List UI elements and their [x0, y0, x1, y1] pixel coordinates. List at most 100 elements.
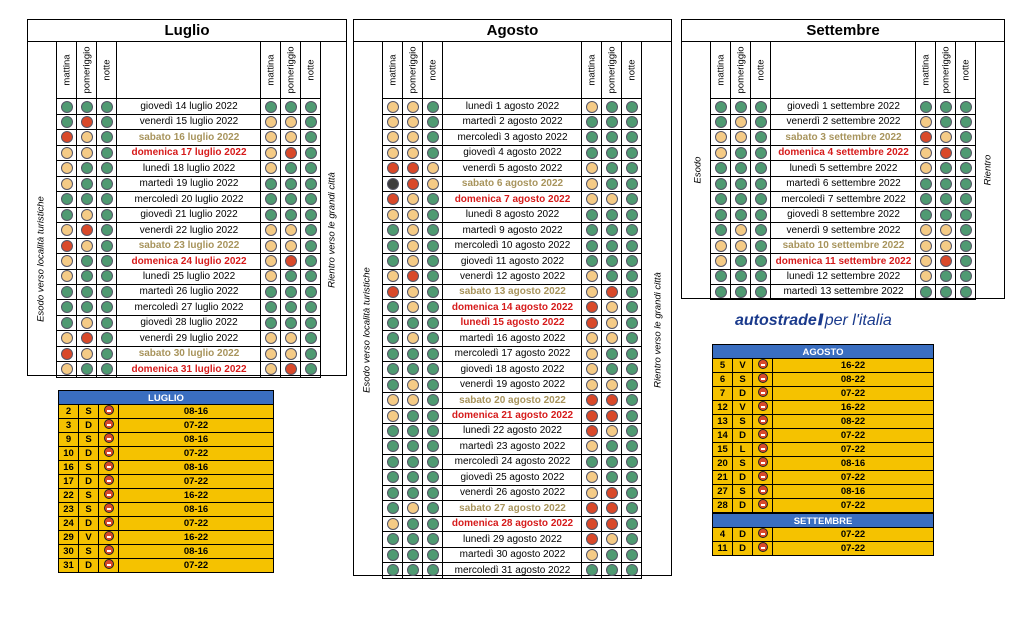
traffic-level-dot: [387, 455, 399, 468]
traffic-level-dot: [715, 146, 727, 159]
traffic-level-dot: [960, 162, 972, 175]
luglio-day-row: martedì 19 luglio 2022: [56, 176, 321, 193]
luglio-level-cell: [77, 268, 97, 284]
traffic-level-dot: [407, 486, 419, 499]
settembre-panel: Settembre Esodo Rientro: [681, 19, 1005, 299]
settembre-level-cell: [731, 145, 751, 161]
settembre-level-cell: [956, 238, 976, 254]
agosto-date-cell: sabato 20 agosto 2022: [443, 392, 582, 408]
traffic-level-dot: [61, 224, 73, 237]
traffic-level-dot: [586, 394, 598, 407]
ban-sign-cell: [753, 429, 773, 442]
agosto-day-row: venerdì 19 agosto 2022: [382, 377, 642, 394]
traffic-level-dot: [735, 224, 747, 237]
traffic-level-dot: [387, 131, 399, 144]
settembre-level-cell: [936, 160, 956, 176]
traffic-level-dot: [960, 115, 972, 128]
settembre-level-cell: [731, 99, 751, 114]
traffic-level-dot: [407, 533, 419, 546]
traffic-level-dot: [427, 502, 439, 515]
traffic-level-dot: [626, 316, 638, 329]
luglio-level-cell: [261, 238, 281, 254]
traffic-level-dot: [586, 100, 598, 113]
luglio-level-cell: [281, 191, 301, 207]
settembre-level-cell: [731, 207, 751, 223]
settembre-date-text: martedì 6 settembre 2022: [786, 178, 901, 190]
agosto-level-cell: [423, 238, 443, 254]
traffic-level-dot: [407, 564, 419, 576]
agosto-day-row: sabato 20 agosto 2022: [382, 392, 642, 409]
traffic-level-dot: [735, 131, 747, 144]
agosto-level-cell: [423, 330, 443, 346]
traffic-level-dot: [61, 115, 73, 128]
traffic-level-dot: [305, 239, 317, 252]
ban-weekday: D: [733, 429, 753, 442]
settembre-date-text: sabato 10 settembre 2022: [782, 240, 905, 252]
luglio-level-cell: [281, 284, 301, 300]
luglio-date-text: giovedì 21 luglio 2022: [140, 209, 238, 221]
ban-day-number: 14: [713, 429, 733, 442]
luglio-level-cell: [281, 114, 301, 130]
ban-sign-cell: [753, 415, 773, 428]
ban-sign-cell: [753, 485, 773, 498]
traffic-level-dot: [940, 131, 952, 144]
settembre-day-row: domenica 4 settembre 2022: [710, 145, 976, 162]
agosto-level-cell: [403, 207, 423, 223]
agosto-ban-table-row: 21 D 07-22: [712, 471, 934, 485]
traffic-level-dot: [81, 162, 93, 175]
agosto-level-cell: [622, 207, 642, 223]
agosto-level-cell: [403, 330, 423, 346]
ban-hours: 08-22: [840, 416, 866, 427]
traffic-level-dot: [305, 193, 317, 206]
settembre-title: Settembre: [682, 20, 1004, 42]
agosto-level-cell: [622, 361, 642, 377]
agosto-header-cell: mattina: [581, 42, 602, 99]
traffic-level-dot: [715, 285, 727, 298]
agosto-level-cell: [423, 438, 443, 454]
traffic-level-dot: [427, 440, 439, 453]
traffic-level-dot: [586, 255, 598, 267]
luglio-level-cell: [281, 346, 301, 362]
agosto-date-text: mercoledì 3 agosto 2022: [457, 131, 568, 143]
agosto-day-row: mercoledì 10 agosto 2022: [382, 238, 642, 255]
luglio-level-cell: [57, 145, 77, 161]
agosto-level-cell: [383, 469, 403, 485]
settembre-level-cell: [751, 129, 771, 145]
luglio-header-cell: pomeriggio: [280, 42, 301, 99]
settembre-level-cell: [936, 99, 956, 114]
traffic-level-dot: [101, 146, 113, 159]
ban-sign-cell: [99, 433, 119, 446]
luglio-level-cell: [261, 176, 281, 192]
traffic-level-dot: [606, 347, 618, 360]
agosto-day-row: martedì 16 agosto 2022: [382, 330, 642, 347]
traffic-level-dot: [101, 239, 113, 252]
settembre-level-cell: [956, 129, 976, 145]
agosto-ban-table-row: 7 D 07-22: [712, 387, 934, 401]
agosto-day-row: martedì 2 agosto 2022: [382, 114, 642, 131]
traffic-level-dot: [285, 115, 297, 128]
settembre-ban-table-row: 11 D 07-22: [712, 542, 934, 556]
luglio-level-cell: [301, 176, 321, 192]
agosto-level-cell: [403, 423, 423, 439]
agosto-level-cell: [403, 268, 423, 284]
traffic-level-dot: [586, 548, 598, 561]
ban-weekday: S: [79, 545, 99, 558]
ban-hours: 07-22: [840, 500, 866, 511]
luglio-day-row: venerdì 15 luglio 2022: [56, 114, 321, 131]
traffic-level-dot: [407, 100, 419, 113]
traffic-level-dot: [285, 193, 297, 206]
agosto-level-cell: [383, 562, 403, 578]
traffic-level-dot: [755, 255, 767, 267]
traffic-level-dot: [101, 177, 113, 190]
agosto-level-cell: [383, 160, 403, 176]
traffic-level-dot: [606, 146, 618, 159]
luglio-level-cell: [281, 99, 301, 114]
traffic-level-dot: [626, 162, 638, 175]
traffic-level-dot: [285, 332, 297, 345]
ban-day-number: 24: [59, 517, 79, 530]
agosto-ban-table-row: 20 S 08-16: [712, 457, 934, 471]
traffic-level-dot: [427, 239, 439, 252]
agosto-level-cell: [383, 299, 403, 315]
luglio-level-cell: [281, 253, 301, 269]
agosto-level-cell: [622, 469, 642, 485]
